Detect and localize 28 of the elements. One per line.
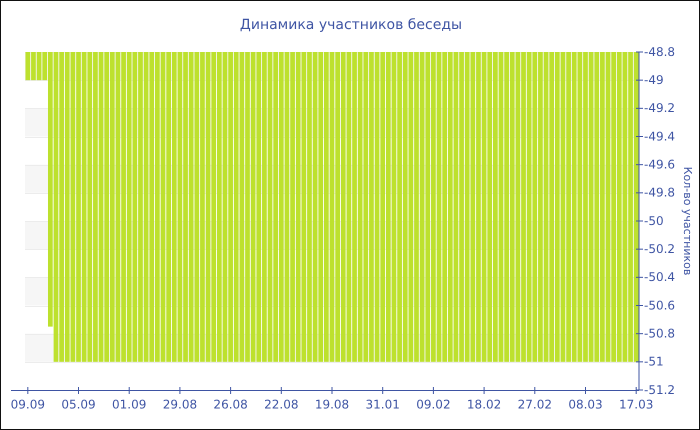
y-tick-label: -51.2 [644,382,676,397]
x-tick-label: 18.02 [466,397,502,412]
y-tick-label: -50.6 [644,298,676,312]
y-tick-label: -50.8 [644,326,676,341]
x-tick-label: 17.03 [619,397,654,412]
y-tick-label: -48.8 [644,44,676,59]
x-tick-label: 27.02 [518,397,552,412]
x-tick-label: 31.01 [366,397,400,412]
y-axis-title: Кол-во участников [681,166,694,276]
y-tick-label: -49.2 [644,101,676,116]
x-tick-label: 01.09 [112,397,146,412]
y-tick-label: -49.4 [644,129,676,144]
x-tick-label: 26.08 [213,397,248,412]
x-tick-label: 08.03 [568,397,603,412]
y-tick-label: -49.8 [644,186,676,200]
x-tick-label: 22.08 [264,397,298,412]
y-tick-label: -50.4 [644,270,676,284]
y-tick-label: -50 [644,214,664,228]
x-tick-label: 09.09 [10,397,45,412]
x-tick-label: 05.09 [61,397,96,412]
x-tick-label: 19.08 [314,397,350,412]
y-tick-label: -49 [644,73,664,88]
chart-title: Динамика участников беседы [240,17,462,33]
y-tick-label: -49.6 [644,158,676,172]
x-tick-label: 29.08 [162,397,198,412]
y-tick-label: -51 [644,354,664,369]
y-tick-label: -50.2 [644,242,676,256]
x-tick-label: 09.02 [416,397,451,412]
